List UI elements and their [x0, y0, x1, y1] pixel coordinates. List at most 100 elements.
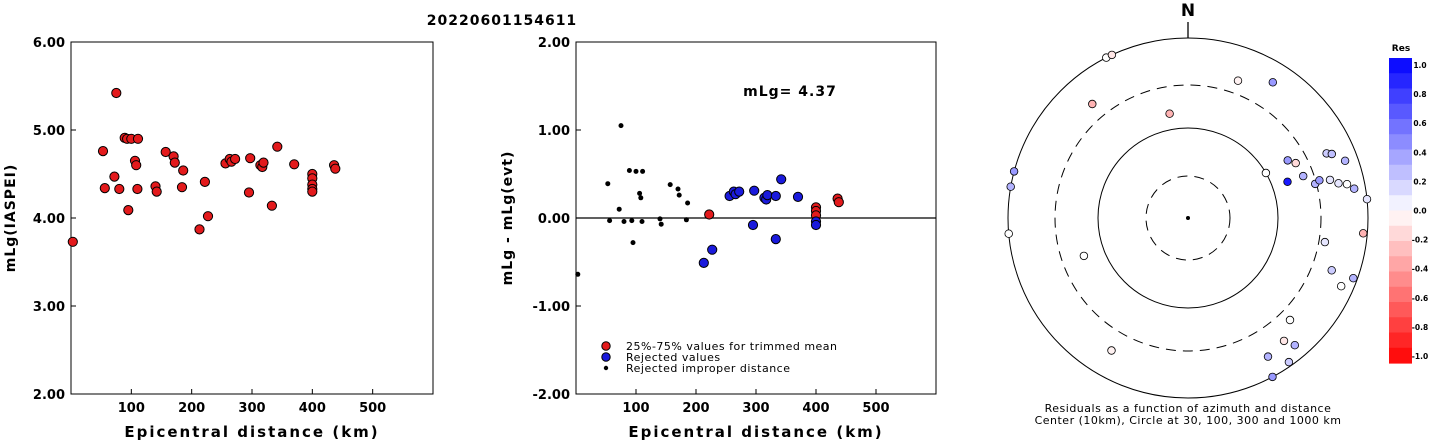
data-point	[630, 240, 636, 246]
colorbar-tick-label: 0.2	[1413, 177, 1426, 186]
residual-point	[1327, 149, 1336, 159]
colorbar-segment	[1389, 225, 1412, 242]
data-point	[114, 183, 125, 195]
x-tick-label: 500	[359, 401, 386, 416]
y-tick-label: 1.00	[538, 124, 570, 139]
residual-point	[1340, 156, 1350, 165]
data-point	[289, 159, 300, 170]
residual-point	[1290, 341, 1299, 350]
ring-100km	[1097, 127, 1279, 309]
data-point	[202, 211, 214, 222]
residual-point	[1327, 266, 1336, 275]
data-point	[657, 216, 663, 222]
residual-point	[1349, 274, 1358, 283]
legend: 25%-75% values for trimmed meanRejected …	[601, 340, 837, 375]
residual-point	[1088, 99, 1097, 109]
residual-point	[1268, 78, 1277, 87]
data-point	[178, 165, 189, 176]
data-point	[243, 187, 255, 198]
residual-point	[1263, 352, 1273, 361]
data-point	[637, 190, 643, 196]
data-point	[230, 153, 241, 165]
colorbar-segment	[1389, 164, 1412, 181]
residual-point	[1006, 182, 1015, 191]
x-tick-labels: 100 200 300 400 500	[118, 389, 386, 416]
caption-line-1: Residuals as a function of azimuth and d…	[1045, 402, 1332, 415]
data-point	[109, 171, 120, 182]
residual-point	[1291, 158, 1300, 168]
y-tick-label: -1.00	[533, 300, 570, 315]
data-point	[605, 181, 611, 187]
data-point	[199, 176, 210, 187]
colorbar-segment	[1389, 73, 1412, 90]
data-point	[111, 87, 122, 99]
residual-point	[1349, 184, 1359, 193]
colorbar-segment	[1389, 256, 1412, 273]
residual-point	[1261, 168, 1271, 178]
residual-point	[1079, 251, 1089, 261]
colorbar-tick-label: -0.4	[1412, 265, 1428, 274]
data-point	[749, 185, 760, 196]
x-tick-label: 100	[622, 401, 649, 416]
data-point	[685, 200, 691, 206]
y-tick-label: 4.00	[33, 212, 65, 227]
data-point	[833, 197, 844, 208]
data-point	[776, 174, 787, 185]
data-point	[762, 190, 773, 201]
colorbar-segment	[1389, 271, 1412, 288]
data-point	[792, 191, 804, 202]
data-point	[160, 146, 171, 158]
colorbar-tick-label: 0.0	[1413, 207, 1426, 216]
legend-marker	[601, 352, 611, 362]
data-point	[658, 221, 664, 227]
magnitude-annotation: mLg= 4.37	[743, 84, 837, 100]
residual-point	[1334, 179, 1343, 188]
data-point	[621, 219, 627, 224]
colorbar-segment	[1389, 180, 1412, 196]
residual-point	[1165, 109, 1174, 118]
x-tick-labels: 100 200 300 400 500	[622, 389, 890, 416]
data-point	[707, 244, 718, 255]
residual-point	[1298, 171, 1308, 181]
x-tick-label: 200	[178, 401, 205, 416]
data-point	[629, 218, 635, 224]
data-point	[667, 182, 673, 188]
legend-label: Rejected values	[626, 351, 721, 364]
y-tick-label: 3.00	[33, 300, 65, 315]
data-point	[626, 168, 632, 173]
distance-rings	[1007, 37, 1369, 399]
data-point	[698, 257, 709, 268]
data-point	[97, 146, 109, 157]
ring-300km	[1054, 84, 1322, 352]
y-tick-label: 2.00	[33, 388, 65, 403]
data-point	[638, 195, 644, 201]
y-tick-label: 2.00	[538, 36, 570, 51]
residual-point	[1107, 346, 1116, 355]
data-point	[67, 236, 78, 247]
residual-point	[1268, 372, 1277, 382]
x-tick-label: 200	[682, 401, 709, 416]
colorbar-tick-label: 1.0	[1413, 61, 1426, 70]
colorbar: 1.0 0.8 0.6 0.4 0.2 0.0 -0.2 -0.4 -0.6 -0.8 -1.0	[1389, 58, 1428, 364]
residual-point	[1004, 229, 1013, 238]
data-point	[770, 234, 781, 245]
data-point	[176, 182, 188, 193]
y-tick-label: 0.00	[538, 212, 570, 227]
ring-1000km	[1007, 37, 1369, 399]
colorbar-tick-label: -0.2	[1412, 236, 1428, 245]
x-tick-label: 400	[299, 401, 326, 416]
colorbar-segment	[1389, 302, 1412, 318]
colorbar-segment	[1389, 241, 1412, 257]
residual-point	[1325, 175, 1335, 185]
colorbar-tick-label: -1.0	[1412, 352, 1428, 361]
data-point	[132, 133, 144, 144]
azimuth-residual-polar-chart: N Residuals as a function of azimuth and…	[1004, 1, 1428, 427]
data-point	[618, 123, 624, 129]
colorbar-segment	[1389, 58, 1412, 74]
x-tick-label: 300	[238, 401, 265, 416]
data-point	[266, 200, 277, 211]
colorbar-tick-label: 0.6	[1413, 119, 1426, 128]
residual-point	[1283, 156, 1292, 165]
y-tick-label: 5.00	[33, 124, 65, 139]
